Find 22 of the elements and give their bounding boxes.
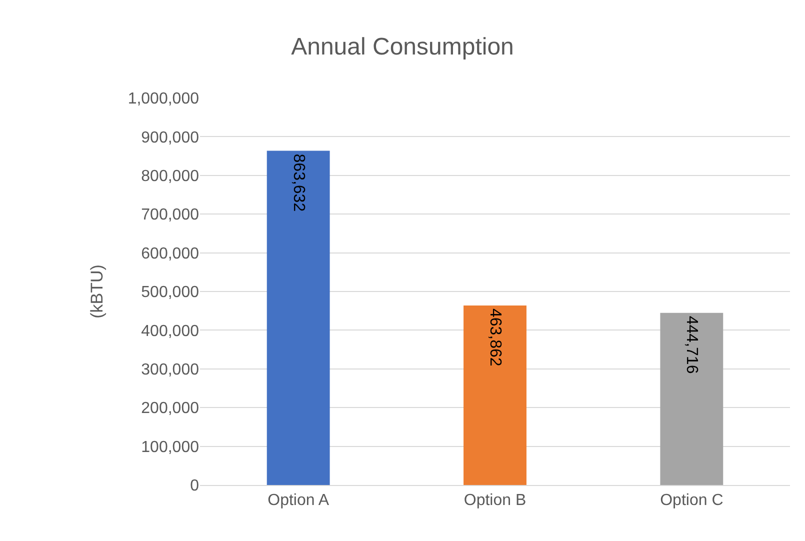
bar: [660, 312, 724, 485]
y-axis-title: (kBTU): [87, 264, 106, 318]
y-tick-label: 100,000: [141, 438, 200, 456]
x-tick-label: Option C: [660, 492, 724, 510]
y-tick-label: 900,000: [141, 129, 200, 146]
y-tick-label: 700,000: [141, 206, 200, 224]
y-tick-label: 600,000: [141, 245, 200, 262]
data-label: 863,632: [290, 154, 307, 212]
x-tick-label: Option A: [268, 492, 330, 510]
chart-title: Annual Consumption: [291, 34, 514, 61]
data-label: 444,716: [683, 316, 700, 374]
y-tick-label: 500,000: [141, 284, 200, 302]
y-tick-label: 400,000: [141, 322, 200, 340]
y-tick-label: 800,000: [141, 168, 200, 185]
bar: [266, 150, 330, 485]
y-tick-label: 300,000: [141, 362, 200, 378]
y-tick-label: 1,000,000: [128, 90, 200, 108]
data-label: 463,862: [486, 308, 504, 366]
y-tick-label: 200,000: [141, 400, 200, 418]
x-tick-label: Option B: [464, 492, 526, 510]
bar: [464, 305, 526, 485]
y-tick-label: 0: [190, 478, 200, 495]
